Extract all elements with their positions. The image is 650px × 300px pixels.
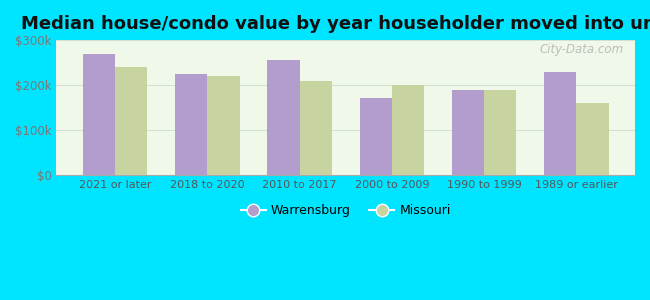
Text: City-Data.com: City-Data.com [540,43,623,56]
Bar [392,85,424,175]
Legend: Warrensburg, Missouri: Warrensburg, Missouri [236,200,456,223]
Bar [207,76,240,175]
Bar [452,90,484,175]
Bar [115,67,148,175]
Bar [300,81,332,175]
Title: Median house/condo value by year householder moved into unit: Median house/condo value by year househo… [21,15,650,33]
Bar [544,72,577,175]
Bar [577,103,608,175]
Bar [484,89,517,175]
Bar [267,60,300,175]
Bar [83,54,115,175]
Bar [359,98,392,175]
Bar [175,74,207,175]
